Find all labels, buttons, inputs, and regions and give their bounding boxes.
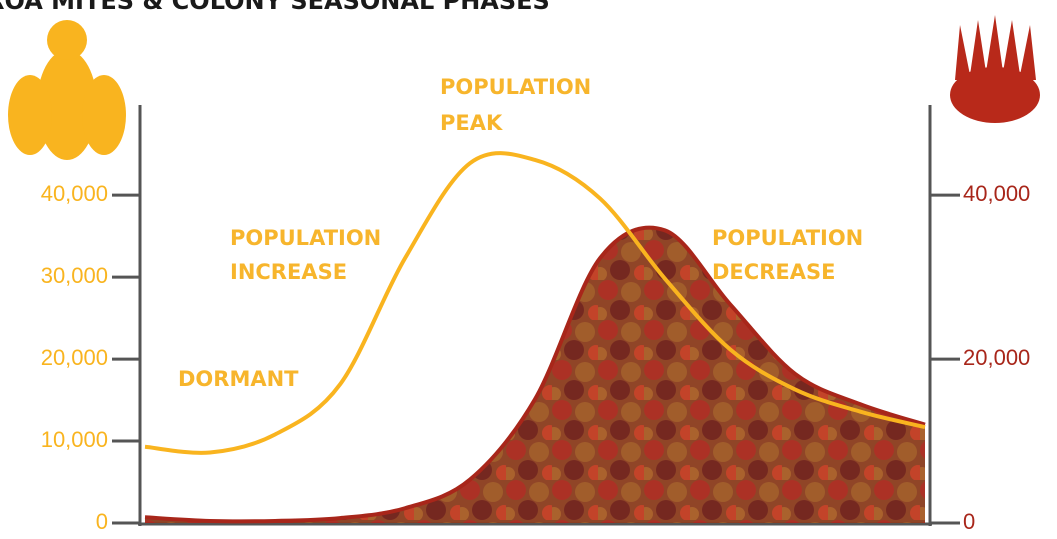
annotation: POPULATION bbox=[230, 226, 381, 250]
annotation: INCREASE bbox=[230, 260, 347, 284]
chart: ROA MITES & COLONY SEASONAL PHASES DORMA… bbox=[0, 0, 1057, 539]
annotation: POPULATION bbox=[440, 75, 591, 99]
mite-icon bbox=[950, 15, 1040, 123]
y-tick-label: 0 bbox=[96, 509, 108, 534]
annotation: PEAK bbox=[440, 111, 503, 135]
y-tick-label: 20,000 bbox=[41, 345, 108, 370]
y-tick-label: 30,000 bbox=[41, 263, 108, 288]
annotation: DORMANT bbox=[178, 367, 299, 391]
y-tick-label: 40,000 bbox=[41, 181, 108, 206]
bee-icon bbox=[8, 20, 126, 160]
annotation: DECREASE bbox=[712, 260, 835, 284]
annotation: POPULATION bbox=[712, 226, 863, 250]
y-tick-label: 10,000 bbox=[41, 427, 108, 452]
chart-title: ROA MITES & COLONY SEASONAL PHASES bbox=[0, 0, 550, 15]
y2-tick-label: 0 bbox=[963, 509, 975, 534]
y2-tick-label: 20,000 bbox=[963, 345, 1030, 370]
y2-tick-label: 40,000 bbox=[963, 181, 1030, 206]
